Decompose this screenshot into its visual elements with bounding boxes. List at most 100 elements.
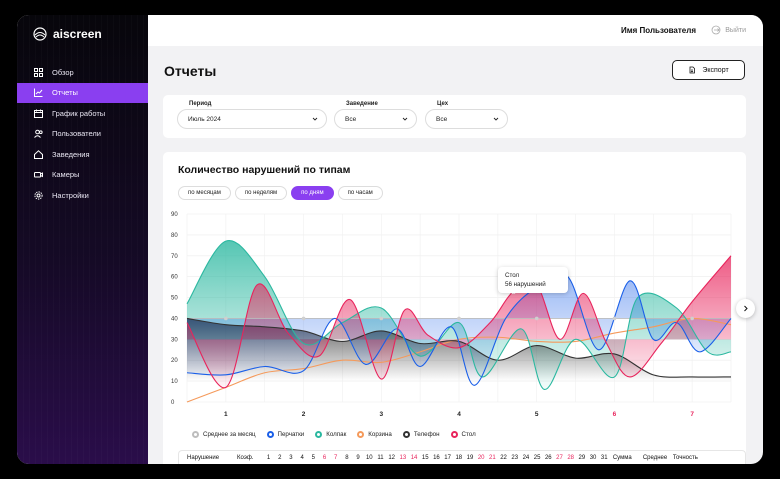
table-header-cell[interactable]: 12: [388, 454, 395, 461]
table-header-cell[interactable]: 16: [433, 454, 440, 461]
table-header-cell[interactable]: 20: [477, 454, 485, 461]
table-header-cell[interactable]: 13: [399, 454, 407, 461]
grid-icon: [34, 67, 43, 77]
violations-line-chart: 0 10 20 30 40 50 60 70 80 90 1 2 3 4 5 6 7: [171, 212, 732, 418]
calendar-icon: [34, 109, 43, 118]
legend-swatch: [450, 431, 458, 438]
sidebar-item-1[interactable]: Обзор: [17, 62, 148, 83]
table-header-cell[interactable]: 21: [489, 454, 496, 461]
violations-table-header: Нарушение Коэф. 1 2 3 4 5 6 7 8 9 10 11 12 13 14 15 16 17 1…: [178, 450, 746, 464]
table-header-cell[interactable]: 5: [311, 454, 316, 461]
sidebar-item-2[interactable]: Отчеты: [17, 82, 148, 103]
table-header-cell[interactable]: Нарушение: [187, 454, 220, 461]
table-header-cell[interactable]: 7: [334, 454, 338, 461]
avg-marker: [301, 316, 306, 321]
x-tick-label: 2: [302, 411, 306, 418]
sidebar-item-6[interactable]: Камеры: [17, 165, 148, 186]
table-header-cell[interactable]: 2: [278, 454, 282, 461]
table-header-cell[interactable]: 8: [345, 454, 349, 461]
workshop-select[interactable]: Все: [425, 109, 508, 129]
sidebar-item-label: График работы: [52, 108, 106, 118]
tab-1[interactable]: по месяцам: [178, 186, 231, 200]
sidebar-nav: Обзор Отчеты График работы Пользователи Заве…: [17, 62, 148, 206]
table-series-line: [186, 255, 732, 388]
table-header-cell[interactable]: 6: [322, 454, 327, 461]
table-header-cell[interactable]: 22: [500, 454, 507, 461]
phone-area: [187, 318, 731, 382]
tab-3[interactable]: по дням: [291, 186, 334, 200]
table-header-cell[interactable]: Точность: [672, 454, 698, 461]
legend-item-basket[interactable]: Корзина: [357, 431, 392, 438]
legend-item-avg[interactable]: Среднее за месяц: [192, 431, 256, 438]
filter-period-label: Период: [189, 101, 212, 107]
y-tick-label: 30: [171, 337, 178, 343]
legend-swatch: [315, 431, 323, 438]
legend-item-cap[interactable]: Колпак: [315, 431, 346, 438]
chart-next-button[interactable]: [736, 299, 755, 318]
period-value: Июль 2024: [188, 115, 221, 123]
table-header-cell[interactable]: 18: [455, 454, 463, 461]
table-header-cell[interactable]: 30: [589, 454, 597, 461]
sidebar-item-3[interactable]: График работы: [17, 103, 148, 124]
main-area: Имя Пользователя Выйти Отчеты Экспорт Пе…: [148, 15, 763, 464]
export-label: Экспорт: [702, 66, 729, 74]
sidebar-item-label: Заведения: [52, 149, 90, 159]
gear-icon: [34, 191, 43, 200]
table-header-cell[interactable]: 1: [266, 454, 271, 461]
sidebar-item-4[interactable]: Пользователи: [17, 124, 148, 145]
chart-line-icon: [34, 88, 43, 98]
avg-marker: [224, 316, 228, 321]
tab-2[interactable]: по неделям: [234, 186, 288, 200]
gloves-series-line: [186, 272, 732, 386]
sidebar-item-7[interactable]: Настройки: [17, 185, 148, 206]
export-button[interactable]: Экспорт: [672, 60, 745, 80]
avg-marker: [612, 316, 617, 321]
table-header-cell[interactable]: 15: [421, 454, 429, 461]
table-header-cell[interactable]: 31: [600, 454, 608, 461]
table-header-cell[interactable]: 19: [466, 454, 474, 461]
table-header-cell[interactable]: 4: [300, 454, 304, 461]
table-header-cell[interactable]: 10: [365, 454, 373, 461]
table-header-cell[interactable]: 24: [522, 454, 530, 461]
table-header-cell[interactable]: 14: [410, 454, 418, 461]
camera-icon: [34, 172, 43, 178]
username[interactable]: Имя Пользователя: [620, 26, 696, 35]
table-header-cell[interactable]: Среднее: [642, 454, 668, 461]
table-header-cell[interactable]: 23: [511, 454, 519, 461]
filter-period: Период Июль 2024: [177, 101, 327, 129]
table-header-cell[interactable]: 17: [444, 454, 451, 461]
y-tick-label: 10: [171, 379, 178, 385]
sidebar-item-5[interactable]: Заведения: [17, 144, 148, 165]
table-header-cell[interactable]: 11: [377, 454, 384, 461]
table-header-cell[interactable]: 29: [578, 454, 586, 461]
legend-item-gloves[interactable]: Перчатки: [266, 431, 305, 438]
table-header-cell[interactable]: 25: [533, 454, 541, 461]
x-tick-label: 3: [379, 411, 383, 418]
table-header-cell[interactable]: 3: [289, 454, 293, 461]
period-select[interactable]: Июль 2024: [177, 109, 327, 129]
y-tick-label: 20: [171, 358, 178, 364]
table-header-cell[interactable]: Коэф.: [237, 454, 254, 461]
legend-label: Среднее за месяц: [203, 431, 256, 438]
y-tick-label: 0: [171, 400, 175, 406]
legend-label: Корзина: [368, 431, 392, 438]
table-header-cell[interactable]: 27: [556, 454, 563, 461]
table-header-cell[interactable]: 9: [356, 454, 360, 461]
logout-button[interactable]: Выйти: [711, 25, 746, 35]
tooltip-series: Стол: [505, 272, 520, 279]
legend-item-table[interactable]: Стол: [450, 431, 476, 438]
legend-item-phone[interactable]: Телефон: [402, 431, 440, 438]
legend-label: Телефон: [413, 431, 440, 438]
tab-4[interactable]: по часам: [337, 186, 383, 200]
legend-label: Перчатки: [277, 431, 305, 438]
x-tick-label: 5: [535, 411, 539, 418]
avg-marker: [690, 316, 694, 321]
sidebar-item-label: Настройки: [52, 190, 89, 200]
table-header-cell[interactable]: Сумма: [612, 454, 632, 461]
chart-legend: Среднее за месяц Перчатки Колпак Корзина Тел…: [192, 431, 476, 438]
venue-select[interactable]: Все: [334, 109, 417, 129]
table-header-cell[interactable]: 28: [567, 454, 574, 461]
brand-name: aiscreen: [53, 27, 102, 41]
brand-logo[interactable]: aiscreen: [33, 27, 102, 41]
table-header-cell[interactable]: 26: [544, 454, 552, 461]
